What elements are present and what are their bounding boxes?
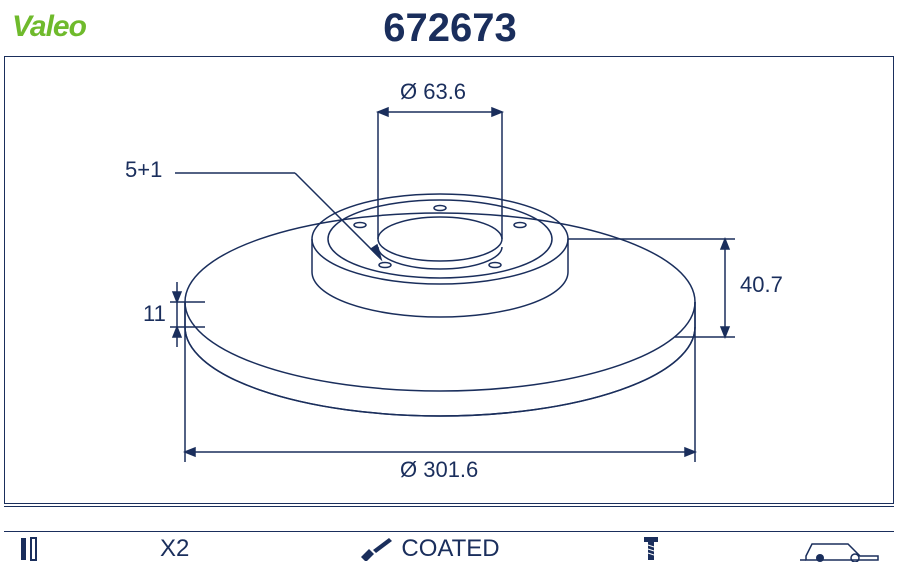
disc-side-icon: [18, 536, 40, 562]
dim-bore-dia: Ø 63.6: [400, 79, 466, 105]
part-number: 672673: [0, 6, 900, 51]
coated-item: COATED: [359, 535, 499, 563]
qty-text: X2: [160, 535, 189, 563]
dim-holes: 5+1: [125, 157, 162, 183]
dim-height: 40.7: [740, 272, 783, 298]
dim-outer-dia: Ø 301.6: [400, 457, 478, 483]
dim-thickness: 11: [143, 301, 166, 327]
car-front-icon: [800, 536, 880, 562]
footer-row: X2 COATED: [4, 534, 894, 564]
quantity-label: X2: [160, 535, 189, 563]
coated-text: COATED: [401, 535, 499, 563]
footer-separator: [4, 506, 894, 532]
brush-icon: [359, 537, 393, 561]
drawing-frame: Ø 63.6 5+1 11 40.7 Ø 301.6: [4, 56, 894, 504]
bolt-icon: [640, 535, 662, 563]
